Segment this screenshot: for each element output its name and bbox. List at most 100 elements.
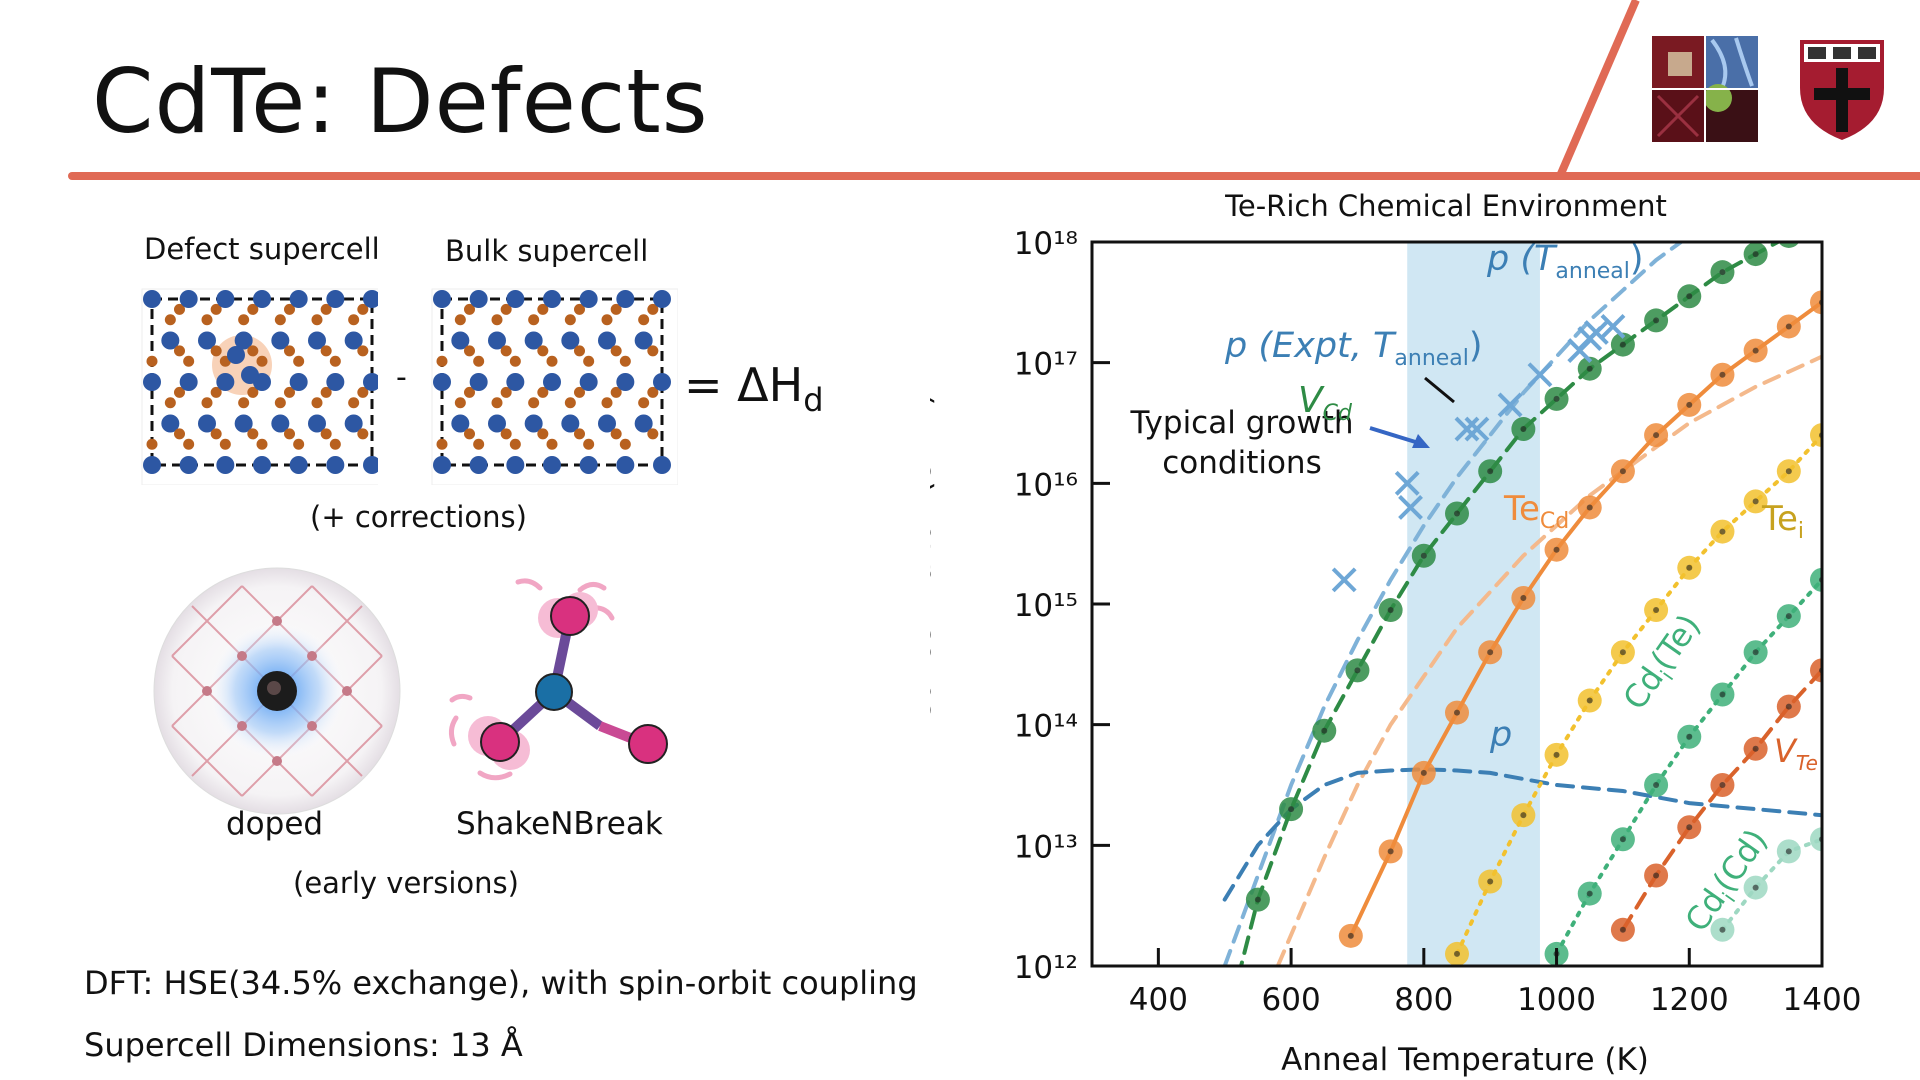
institution-logo xyxy=(1652,36,1758,142)
te-atom xyxy=(601,314,613,326)
expt-marker xyxy=(1527,362,1553,388)
minus-sign: - xyxy=(396,360,407,395)
te-atom xyxy=(284,345,295,357)
defect-supercell-image xyxy=(141,288,378,485)
te-atom xyxy=(546,438,558,450)
data-point-center xyxy=(1785,323,1792,330)
header-rule xyxy=(68,0,1920,180)
te-atom xyxy=(247,303,259,315)
cd-atom xyxy=(234,414,253,433)
y-tick-label: 10¹⁶ xyxy=(1014,467,1078,503)
annotation-ptanneal: p (Tanneal) xyxy=(1486,239,1644,284)
te-atom xyxy=(647,303,659,315)
data-point-center xyxy=(1653,432,1660,439)
cd-atom xyxy=(561,331,580,350)
cd-atom xyxy=(616,456,635,474)
cd-atom xyxy=(543,290,561,308)
te-atom xyxy=(610,303,622,315)
expt-marker xyxy=(1331,567,1357,593)
te-atom xyxy=(293,438,305,450)
cd-atom xyxy=(616,373,635,391)
data-point-center xyxy=(1553,751,1560,758)
te-atom xyxy=(638,314,650,326)
te-atom xyxy=(210,386,222,398)
tecd-label: TeCd xyxy=(1503,489,1569,534)
data-point xyxy=(1226,966,1250,990)
annotation-growth: Typical growth conditions xyxy=(1129,405,1430,481)
y-tick-label: 10¹³ xyxy=(1014,829,1078,865)
cdi-te-label: Cdi(Te) xyxy=(1615,607,1712,719)
data-point-center xyxy=(1785,848,1792,855)
data-point-center xyxy=(1719,926,1726,933)
te-atom xyxy=(454,314,466,326)
cd-atom xyxy=(271,414,290,433)
p-label: p xyxy=(1489,715,1512,755)
cd-atom xyxy=(216,456,235,474)
cd-atom xyxy=(308,414,326,433)
te-atom xyxy=(564,314,576,326)
te-atom xyxy=(610,386,622,398)
doped-logo xyxy=(153,567,401,815)
data-point-center xyxy=(1619,649,1626,656)
data-point-center xyxy=(1586,697,1593,704)
te-atom xyxy=(574,345,585,357)
cd-atom xyxy=(488,414,506,433)
te-atom xyxy=(348,397,360,409)
vte-label: VTe xyxy=(1774,732,1818,775)
te-atom xyxy=(210,345,222,357)
defect-concentration-chart: Te-Rich Chemical Environment 400 600 800 10… xyxy=(930,190,1860,1078)
expt-marker xyxy=(1497,392,1523,418)
expt-pointer xyxy=(1424,376,1455,404)
cd-atom xyxy=(506,456,525,474)
te-atom xyxy=(528,314,540,326)
shakenbreak-logo xyxy=(448,578,668,781)
early-versions-caption: (early versions) xyxy=(293,866,519,900)
cd-atom xyxy=(344,414,363,433)
expt-marker xyxy=(1394,470,1420,496)
te-atom xyxy=(464,386,475,398)
series-line-p-t-anneal- xyxy=(1222,242,1685,966)
series-line-cd-i-cd- xyxy=(1720,837,1822,932)
te-atom xyxy=(500,303,512,315)
te-atom xyxy=(174,345,185,357)
cd-atom xyxy=(653,290,671,308)
te-atom xyxy=(464,345,475,357)
cd-atom xyxy=(326,290,345,308)
data-point-center xyxy=(1288,806,1295,813)
cd-atom xyxy=(653,456,671,474)
x-axis-label: Anneal Temperature (K) xyxy=(1281,1042,1649,1078)
defect-atom xyxy=(241,366,259,384)
y-tick-label: 10¹⁷ xyxy=(1014,347,1078,383)
cd-atom xyxy=(143,456,161,474)
cd-atom xyxy=(161,331,180,350)
expt-marker xyxy=(1583,320,1609,345)
te-atom xyxy=(583,438,595,450)
defect-atom xyxy=(227,346,245,364)
cd-atom xyxy=(216,290,235,308)
tei-label: Tei xyxy=(1761,499,1804,544)
data-point-center xyxy=(1686,824,1693,831)
expt-marker xyxy=(1464,416,1490,442)
doped-label: doped xyxy=(226,806,324,842)
y-tick-label: 10¹⁴ xyxy=(1014,709,1078,745)
te-atom xyxy=(174,386,185,398)
p-tanneal-label: p (Tanneal) xyxy=(1486,239,1644,284)
te-atom xyxy=(583,355,595,367)
te-atom xyxy=(146,355,158,367)
data-point-center xyxy=(1487,878,1494,885)
te-atom xyxy=(293,355,305,367)
te-atom xyxy=(509,355,521,367)
cd-atom xyxy=(469,290,488,308)
te-atom xyxy=(500,345,512,357)
cd-atom xyxy=(579,290,598,308)
data-point-center xyxy=(1719,691,1726,698)
cd-atom xyxy=(524,331,543,350)
growth-arrowhead xyxy=(1412,434,1430,448)
data-point-center xyxy=(1719,371,1726,378)
te-atom xyxy=(320,428,332,440)
cd-atom xyxy=(616,290,635,308)
cd-atom xyxy=(363,290,378,308)
x-tick-label: 600 xyxy=(1262,982,1321,1018)
data-point xyxy=(1810,567,1822,592)
cd-atom xyxy=(451,331,470,350)
